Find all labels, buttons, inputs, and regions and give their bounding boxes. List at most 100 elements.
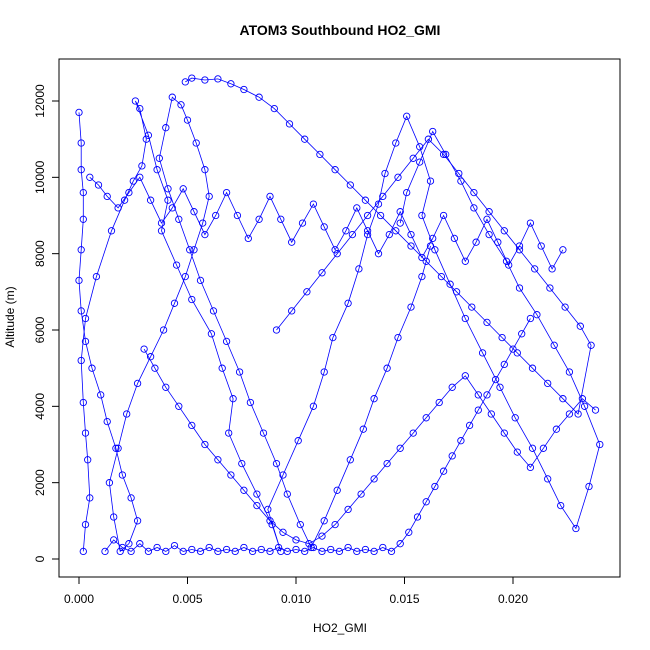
data-point (572, 524, 580, 533)
data-point (392, 227, 400, 235)
data-point (422, 257, 430, 265)
data-point (513, 349, 521, 357)
data-point (465, 421, 474, 430)
data-point (528, 444, 537, 452)
data-point (120, 196, 129, 204)
data-point (344, 299, 352, 307)
data-point (500, 360, 508, 369)
data-point (125, 188, 133, 197)
data-point (496, 383, 504, 391)
data-point (125, 540, 133, 548)
data-point (531, 265, 539, 273)
data-point (361, 545, 370, 554)
data-point (292, 545, 300, 554)
series-line (185, 77, 592, 415)
data-point (505, 261, 513, 269)
series-line (89, 176, 564, 270)
data-point (301, 547, 309, 556)
data-point (240, 486, 248, 494)
data-point (233, 211, 242, 220)
data-point (101, 547, 109, 556)
data-point (172, 261, 181, 269)
data-point (268, 520, 276, 529)
data-point (77, 139, 85, 147)
data-point (86, 173, 94, 181)
data-point (294, 437, 302, 445)
data-point (227, 471, 235, 479)
data-point (379, 543, 387, 552)
data-point (318, 269, 326, 277)
data-point (127, 547, 135, 556)
data-point (487, 410, 495, 418)
x-tick-label: 0.010 (281, 592, 311, 606)
data-point (222, 188, 231, 197)
data-point (376, 211, 385, 220)
data-point (537, 242, 545, 250)
data-point (196, 547, 205, 556)
data-point (110, 513, 118, 521)
y-tick-label: 10000 (33, 160, 47, 194)
data-point (105, 479, 114, 487)
data-point (546, 284, 554, 292)
data-point (596, 440, 604, 449)
data-point (559, 395, 567, 403)
data-point (485, 208, 493, 216)
data-point (77, 356, 85, 365)
data-point (153, 543, 161, 552)
data-point (320, 223, 328, 231)
data-point (133, 379, 142, 388)
data-point (140, 345, 148, 353)
data-point (257, 545, 265, 554)
data-point (279, 471, 287, 479)
data-point (112, 444, 120, 452)
data-point (212, 211, 220, 220)
data-point (513, 448, 521, 456)
data-point (136, 173, 144, 181)
data-point (144, 547, 153, 556)
data-point (500, 227, 508, 235)
data-point (461, 257, 469, 265)
data-point (94, 181, 103, 189)
data-point (296, 520, 304, 529)
data-point (168, 204, 176, 212)
data-point (309, 200, 318, 208)
data-point (288, 307, 296, 315)
data-point (207, 330, 216, 338)
data-point (270, 104, 278, 113)
data-point (318, 532, 326, 540)
data-point (494, 238, 502, 246)
data-point (498, 333, 506, 342)
data-point (133, 517, 142, 525)
data-point (396, 540, 404, 548)
data-point (526, 219, 535, 227)
data-point (526, 463, 535, 472)
data-point (103, 192, 111, 201)
data-point (502, 257, 511, 265)
data-point (387, 547, 396, 556)
data-point (429, 127, 437, 136)
x-tick-label: 0.015 (389, 592, 419, 606)
data-point (470, 188, 478, 197)
data-point (548, 265, 556, 273)
data-point (190, 208, 198, 216)
data-point (157, 227, 166, 235)
series-line (78, 96, 431, 553)
data-point (238, 459, 246, 468)
data-point (383, 459, 391, 468)
data-point (381, 169, 389, 178)
data-point (179, 185, 187, 193)
data-point (353, 547, 361, 556)
data-point (255, 93, 263, 101)
data-point (491, 375, 500, 384)
data-point (333, 250, 341, 258)
y-tick-label: 0 (33, 555, 47, 562)
x-tick-label: 0.000 (64, 592, 94, 606)
data-point (79, 398, 87, 407)
data-point (346, 181, 354, 189)
data-point (218, 364, 226, 372)
y-tick-label: 4000 (33, 393, 47, 420)
data-point (515, 284, 524, 292)
data-point (188, 295, 196, 304)
data-point (92, 272, 101, 281)
